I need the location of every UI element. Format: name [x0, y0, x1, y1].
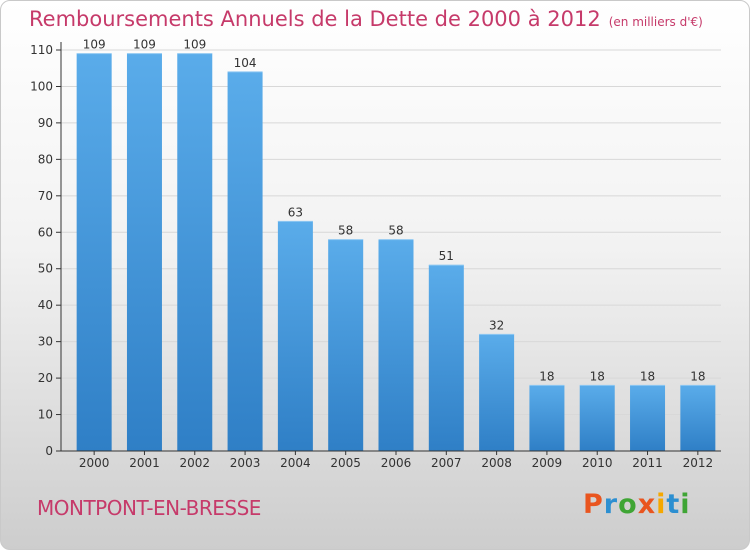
bars	[76, 53, 716, 452]
x-tick-label: 2009	[532, 456, 563, 470]
x-tick-label: 2002	[179, 456, 210, 470]
bar	[529, 385, 565, 451]
commune-name: MONTPONT-EN-BRESSE	[37, 496, 261, 520]
y-tick-label: 60	[38, 225, 53, 239]
x-tick-label: 2000	[79, 456, 110, 470]
y-tick-label: 80	[38, 152, 53, 166]
logo-letter: i	[680, 489, 691, 520]
axes	[56, 42, 721, 455]
x-tick-label: 2004	[280, 456, 311, 470]
chart-title-text: Remboursements Annuels de la Dette de 20…	[29, 7, 601, 31]
y-tick-label: 30	[38, 335, 53, 349]
x-tick-label: 2011	[632, 456, 663, 470]
x-tick-label: 2007	[431, 456, 462, 470]
y-tick-label: 10	[38, 408, 53, 422]
bar-value-label: 58	[338, 224, 353, 238]
bar	[126, 53, 162, 452]
logo-letter: P	[583, 489, 604, 520]
y-tick-label: 100	[30, 79, 53, 93]
bar-value-label: 104	[234, 56, 257, 70]
bar	[177, 53, 213, 452]
bar-value-label: 51	[439, 249, 454, 263]
logo-letter: r	[603, 489, 619, 520]
labels: 0 10 20 30 40 50 60 70 80 90 100 110 109 2000 109 2001 1…	[30, 38, 713, 470]
bar-value-label: 109	[183, 38, 206, 52]
bar-value-label: 109	[133, 38, 156, 52]
bar-value-label: 18	[590, 369, 605, 383]
bar-value-label: 18	[640, 369, 655, 383]
x-tick-label: 2006	[381, 456, 412, 470]
logo-letter: x	[637, 489, 657, 520]
bar	[428, 265, 464, 451]
y-tick-label: 20	[38, 371, 53, 385]
bar	[378, 239, 414, 451]
chart-title: Remboursements Annuels de la Dette de 20…	[29, 7, 703, 31]
bar	[76, 53, 112, 452]
x-tick-label: 2008	[481, 456, 512, 470]
bar-value-label: 63	[288, 205, 303, 219]
y-tick-label: 40	[38, 298, 53, 312]
bar-value-label: 58	[388, 224, 403, 238]
bar	[479, 334, 515, 451]
x-tick-label: 2005	[330, 456, 361, 470]
x-tick-label: 2010	[582, 456, 613, 470]
y-tick-label: 70	[38, 189, 53, 203]
y-tick-label: 110	[30, 43, 53, 57]
bar	[277, 221, 313, 451]
proxiti-logo[interactable]: Proxiti	[583, 489, 691, 520]
logo-letter: i	[656, 489, 667, 520]
bar-value-label: 32	[489, 318, 504, 332]
bar-value-label: 18	[690, 369, 705, 383]
bar	[680, 385, 716, 451]
y-tick-label: 0	[45, 444, 53, 458]
bar	[227, 71, 263, 451]
x-tick-label: 2003	[230, 456, 261, 470]
y-tick-label: 90	[38, 116, 53, 130]
bar-value-label: 18	[539, 369, 554, 383]
x-tick-label: 2012	[683, 456, 714, 470]
bar	[630, 385, 666, 451]
bar	[328, 239, 364, 451]
bar	[579, 385, 615, 451]
logo-letter: t	[666, 489, 681, 520]
bar-value-label: 109	[83, 38, 106, 52]
chart-unit: (en milliers d'€)	[608, 15, 703, 29]
y-tick-label: 50	[38, 262, 53, 276]
x-tick-label: 2001	[129, 456, 160, 470]
logo-letter: o	[618, 489, 638, 520]
